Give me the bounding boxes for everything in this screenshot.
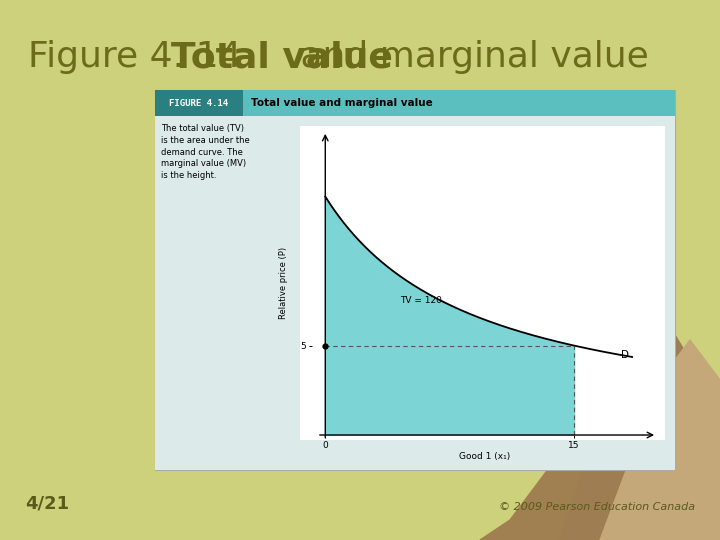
Polygon shape	[600, 340, 720, 540]
Bar	[155, 90, 243, 116]
Text: Figure 4. 14: Figure 4. 14	[28, 40, 253, 74]
Bar	[155, 116, 675, 470]
Text: D: D	[621, 350, 629, 360]
Text: and marginal value: and marginal value	[289, 40, 649, 74]
Text: The total value (TV)
is the area under the
demand curve. The
marginal value (MV): The total value (TV) is the area under t…	[161, 124, 250, 180]
Bar	[155, 90, 675, 470]
Text: Total value and marginal value: Total value and marginal value	[251, 98, 433, 108]
X-axis label: Good 1 (x₁): Good 1 (x₁)	[459, 453, 510, 461]
Bar	[155, 90, 675, 116]
Text: Total value: Total value	[171, 40, 393, 74]
Bar	[300, 126, 665, 440]
Polygon shape	[560, 310, 720, 540]
Text: FIGURE 4.14: FIGURE 4.14	[169, 98, 228, 107]
Polygon shape	[480, 340, 720, 540]
Polygon shape	[480, 400, 720, 540]
Text: Relative price (P): Relative price (P)	[279, 247, 288, 319]
Text: © 2009 Pearson Education Canada: © 2009 Pearson Education Canada	[499, 502, 695, 512]
Text: 4/21: 4/21	[25, 494, 69, 512]
Text: TV = 120: TV = 120	[400, 296, 442, 306]
